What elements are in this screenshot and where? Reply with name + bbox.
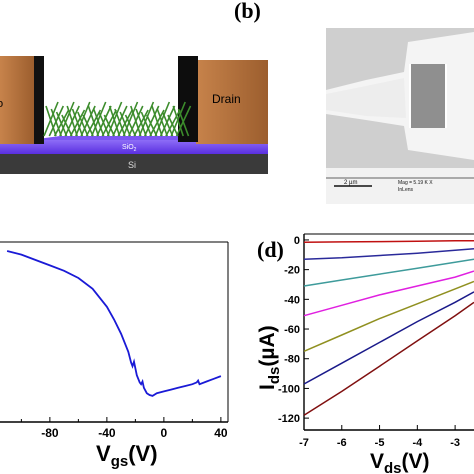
x-tick-label: -40 xyxy=(98,426,116,440)
source-label: o xyxy=(0,98,3,110)
nanowire xyxy=(55,111,68,137)
nanowire xyxy=(66,105,78,137)
nanowire xyxy=(154,101,171,137)
nanowire xyxy=(124,114,137,137)
x-tick-label: 40 xyxy=(214,426,228,440)
nanowire xyxy=(92,108,105,137)
x-axis-label: Vds(V) xyxy=(370,450,430,474)
nanowire xyxy=(90,101,107,137)
output-series-line xyxy=(303,248,474,260)
x-tick-label: -5 xyxy=(375,437,385,449)
nanowire xyxy=(151,105,163,137)
nanowire xyxy=(82,114,94,137)
nanowire-array xyxy=(43,101,192,137)
nanowire xyxy=(96,105,112,137)
nanowire xyxy=(98,111,110,137)
x-tick-label: -7 xyxy=(299,437,309,449)
nanowire xyxy=(103,114,116,137)
nanowire xyxy=(167,114,179,137)
nanowire xyxy=(108,105,121,137)
x-tick-label: -6 xyxy=(337,437,347,449)
y-tick-label: 0 xyxy=(294,235,300,247)
y-tick-label: -40 xyxy=(284,294,300,306)
nanowire xyxy=(75,101,91,137)
output-curve-chart: 0 -20 -40 -60 -80 -100 -120 -7 -6 -5 -4 -3 Ids(µA) Vd… xyxy=(250,230,474,474)
nanowire xyxy=(114,108,126,137)
nanowire xyxy=(119,111,131,137)
nanowire xyxy=(145,114,158,137)
nanowire xyxy=(77,111,89,137)
y-tick-label: -20 xyxy=(284,265,300,277)
drain-electrode xyxy=(196,60,268,144)
nanowire xyxy=(138,101,155,137)
nanowire xyxy=(80,105,96,137)
y-tick-label: -120 xyxy=(278,413,300,425)
y-tick-label: -80 xyxy=(284,354,300,366)
output-series-line xyxy=(303,270,474,317)
x-tick-label: -80 xyxy=(41,426,59,440)
y-tick-label: -60 xyxy=(284,324,300,336)
output-series-line xyxy=(303,301,474,416)
nanowire xyxy=(140,111,153,137)
nanowire xyxy=(45,105,57,137)
nanowire xyxy=(172,105,184,137)
scale-label: 2 µm xyxy=(344,180,357,186)
nanowire xyxy=(130,105,142,137)
x-tick-label: -3 xyxy=(450,437,460,449)
substrate-label: Si xyxy=(128,160,136,170)
nanowire xyxy=(50,108,63,137)
y-tick-label: -100 xyxy=(278,383,300,395)
nanowire xyxy=(135,108,147,137)
nanowire xyxy=(156,108,169,137)
oxide-label: SiO2 xyxy=(122,144,137,153)
magnification-label: Mag = 5.19 K X xyxy=(398,180,433,186)
detector-label: InLens xyxy=(398,187,414,193)
nanowire xyxy=(161,111,174,137)
nanowire xyxy=(59,101,75,137)
output-series-line xyxy=(303,258,474,287)
output-series-line xyxy=(303,239,474,243)
drain-label: Drain xyxy=(212,92,241,106)
nanowire xyxy=(143,105,160,137)
output-series-line xyxy=(303,291,474,385)
y-axis-label: Ids(µA) xyxy=(256,325,283,390)
panel-d-label: (d) xyxy=(257,237,284,262)
sem-image: 2 µm Mag = 5.19 K X InLens xyxy=(326,28,474,204)
nanowire xyxy=(177,108,190,137)
nanowire xyxy=(61,114,73,137)
transfer-curve-chart: -80 -40 0 40 Vgs(V) xyxy=(0,230,250,474)
source-electrode xyxy=(0,56,34,144)
x-axis-label: Vgs(V) xyxy=(96,441,158,470)
device-schematic: o Drain SiO2 Si xyxy=(0,40,268,188)
nanowire xyxy=(159,105,176,137)
output-series-line xyxy=(303,280,474,352)
nanowire xyxy=(87,105,100,137)
x-tick-label: -4 xyxy=(412,437,423,449)
panel-b-label: (b) xyxy=(234,0,261,23)
x-tick-label: 0 xyxy=(161,426,168,440)
nanowire xyxy=(122,101,139,137)
substrate-layer xyxy=(0,152,268,174)
nanowire xyxy=(71,108,84,137)
nanowire xyxy=(101,109,118,137)
nanowire xyxy=(165,109,181,137)
transfer-series-line xyxy=(6,250,222,397)
